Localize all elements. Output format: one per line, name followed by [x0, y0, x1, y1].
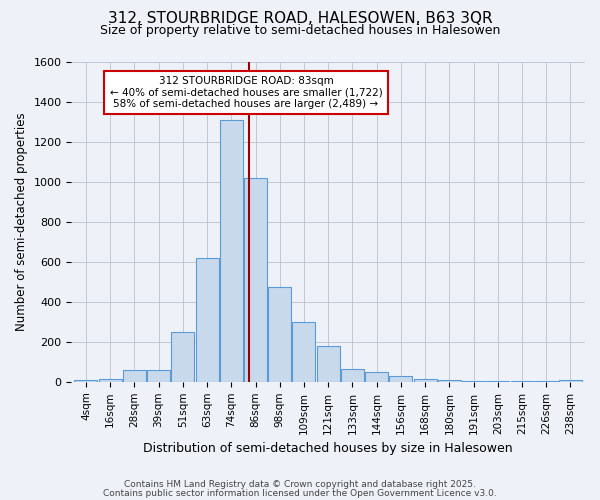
- Bar: [98, 379, 122, 382]
- Bar: [172, 332, 194, 382]
- Text: Size of property relative to semi-detached houses in Halesowen: Size of property relative to semi-detach…: [100, 24, 500, 37]
- Bar: [147, 370, 170, 382]
- Bar: [244, 178, 267, 382]
- Bar: [559, 380, 582, 382]
- Bar: [389, 376, 412, 382]
- Bar: [413, 379, 437, 382]
- Y-axis label: Number of semi-detached properties: Number of semi-detached properties: [15, 112, 28, 331]
- Bar: [220, 120, 243, 382]
- Bar: [268, 286, 291, 382]
- Bar: [438, 380, 461, 382]
- Bar: [196, 258, 218, 382]
- Bar: [123, 370, 146, 382]
- Text: 312 STOURBRIDGE ROAD: 83sqm
← 40% of semi-detached houses are smaller (1,722)
58: 312 STOURBRIDGE ROAD: 83sqm ← 40% of sem…: [110, 76, 382, 109]
- Bar: [341, 369, 364, 382]
- Text: Contains public sector information licensed under the Open Government Licence v3: Contains public sector information licen…: [103, 488, 497, 498]
- Bar: [462, 381, 485, 382]
- Bar: [317, 346, 340, 382]
- Text: 312, STOURBRIDGE ROAD, HALESOWEN, B63 3QR: 312, STOURBRIDGE ROAD, HALESOWEN, B63 3Q…: [107, 11, 493, 26]
- Bar: [292, 322, 316, 382]
- Text: Contains HM Land Registry data © Crown copyright and database right 2025.: Contains HM Land Registry data © Crown c…: [124, 480, 476, 489]
- X-axis label: Distribution of semi-detached houses by size in Halesowen: Distribution of semi-detached houses by …: [143, 442, 513, 455]
- Bar: [365, 372, 388, 382]
- Bar: [74, 380, 97, 382]
